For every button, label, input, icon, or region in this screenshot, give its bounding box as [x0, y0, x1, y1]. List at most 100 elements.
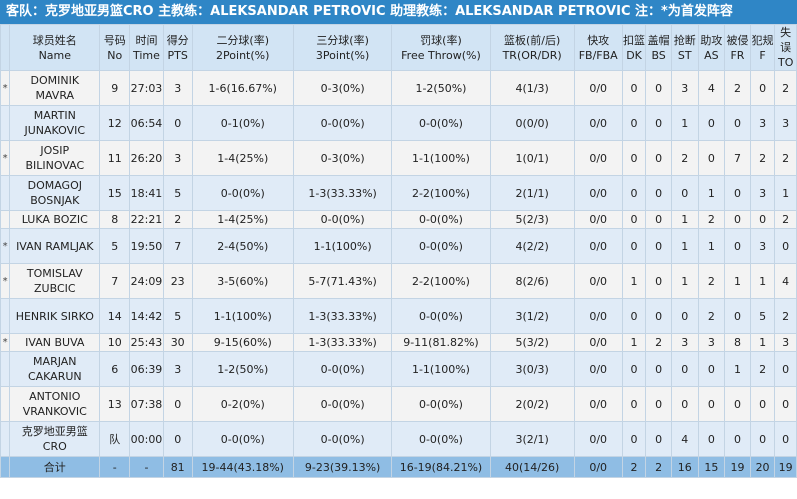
- points-cell: 3: [162, 70, 193, 106]
- total-three-point-cell: 9-23(39.13%): [292, 456, 393, 478]
- starter-mark-cell: *: [0, 333, 11, 352]
- starter-mark-cell: [0, 351, 11, 387]
- header-en-label: TR(OR/DR): [502, 48, 562, 62]
- minutes-cell: 07:38: [129, 386, 164, 422]
- blocks-cell: 0: [645, 140, 672, 176]
- header-cn-label: 篮板(前/后): [503, 33, 561, 47]
- rebounds-cell: 2(0/2): [489, 386, 575, 422]
- total-starter-mark-cell: [0, 456, 11, 478]
- fouls-cell: 0: [749, 70, 776, 106]
- minutes-cell: 18:41: [129, 175, 164, 211]
- player-row: LUKA BOZIC 8 22:21 2 1-4(25%) 0-0(0%) 0-0(0%) 5…: [0, 210, 797, 229]
- header-cn-label: 被侵: [726, 33, 749, 47]
- points-cell: 5: [162, 175, 193, 211]
- fast-break-cell: 0/0: [573, 175, 623, 211]
- rebounds-cell: 5(2/3): [489, 210, 575, 229]
- blocks-cell: 2: [645, 333, 672, 352]
- points-cell: 3: [162, 140, 193, 176]
- player-name-cell: 克罗地亚男篮 CRO: [9, 421, 101, 457]
- turnovers-cell: 0: [774, 386, 797, 422]
- two-point-cell: 3-5(60%): [191, 263, 294, 299]
- starter-mark-cell: [0, 298, 11, 334]
- header-fouls-received: 被侵 FR: [724, 24, 751, 71]
- fouls-cell: 2: [749, 140, 776, 176]
- three-point-cell: 0-0(0%): [292, 421, 393, 457]
- minutes-cell: 27:03: [129, 70, 164, 106]
- blocks-cell: 0: [645, 70, 672, 106]
- total-row: 合计 - -81 19-44(43.18%) 9-23(39.13%) 16-19(84.…: [0, 456, 797, 478]
- jersey-number-cell: 5: [99, 228, 131, 264]
- header-en-label: No: [107, 48, 123, 62]
- free-throw-cell: 1-1(100%): [391, 351, 491, 387]
- total-turnovers-cell: 19: [774, 456, 797, 478]
- starter-mark-cell: *: [0, 70, 11, 106]
- two-point-cell: 0-2(0%): [191, 386, 294, 422]
- fouls-received-cell: 0: [724, 175, 751, 211]
- steals-cell: 0: [670, 386, 699, 422]
- blocks-cell: 0: [645, 386, 672, 422]
- jersey-number-cell: 队: [99, 421, 131, 457]
- total-assists-cell: 15: [697, 456, 726, 478]
- fast-break-cell: 0/0: [573, 298, 623, 334]
- total-free-throw-cell: 16-19(84.21%): [391, 456, 491, 478]
- dunks-cell: 0: [621, 298, 647, 334]
- player-name-cell: DOMAGOJ BOSNJAK: [9, 175, 101, 211]
- turnovers-cell: 3: [774, 105, 797, 141]
- fast-break-cell: 0/0: [573, 105, 623, 141]
- jersey-number-cell: 14: [99, 298, 131, 334]
- dunks-cell: 0: [621, 105, 647, 141]
- minutes-cell: 14:42: [129, 298, 164, 334]
- total-rebounds-cell: 40(14/26): [489, 456, 575, 478]
- header-minutes: 时间 Time: [129, 24, 164, 71]
- fouls-received-cell: 2: [724, 70, 751, 106]
- player-name-cell: ANTONIO VRANKOVIC: [9, 386, 101, 422]
- total-fast-break-cell: 0/0: [573, 456, 623, 478]
- header-en-label: PTS: [167, 48, 188, 62]
- fouls-received-cell: 8: [724, 333, 751, 352]
- steals-cell: 1: [670, 228, 699, 264]
- minutes-cell: 22:21: [129, 210, 164, 229]
- steals-cell: 0: [670, 298, 699, 334]
- rebounds-cell: 3(1/2): [489, 298, 575, 334]
- fast-break-cell: 0/0: [573, 263, 623, 299]
- header-dunks: 扣篮 DK: [621, 24, 647, 71]
- points-cell: 30: [162, 333, 193, 352]
- steals-cell: 1: [670, 105, 699, 141]
- rebounds-cell: 2(1/1): [489, 175, 575, 211]
- assists-cell: 1: [697, 175, 726, 211]
- two-point-cell: 0-0(0%): [191, 421, 294, 457]
- player-row: * JOSIP BILINOVAC 11 26:20 3 1-4(25%) 0-3(0%) 1…: [0, 140, 797, 176]
- three-point-cell: 0-0(0%): [292, 386, 393, 422]
- header-en-label: BS: [651, 48, 666, 62]
- total-jersey-number-cell: -: [99, 456, 131, 478]
- total-fouls-cell: 20: [749, 456, 776, 478]
- header-cn-label: 扣篮: [623, 33, 646, 47]
- turnovers-cell: 2: [774, 70, 797, 106]
- fouls-received-cell: 7: [724, 140, 751, 176]
- dunks-cell: 0: [621, 228, 647, 264]
- free-throw-cell: 1-1(100%): [391, 140, 491, 176]
- header-cn-label: 球员姓名: [32, 33, 77, 47]
- header-jersey-number: 号码 No: [99, 24, 131, 71]
- player-row: ANTONIO VRANKOVIC 13 07:38 0 0-2(0%) 0-0(0%) 0…: [0, 386, 797, 422]
- player-name-cell: MARJAN CAKARUN: [9, 351, 101, 387]
- starter-mark-cell: [0, 210, 11, 229]
- blocks-cell: 0: [645, 210, 672, 229]
- dunks-cell: 0: [621, 140, 647, 176]
- assists-cell: 3: [697, 333, 726, 352]
- jersey-number-cell: 13: [99, 386, 131, 422]
- two-point-cell: 1-4(25%): [191, 210, 294, 229]
- steals-cell: 2: [670, 140, 699, 176]
- total-points-cell: 81: [162, 456, 193, 478]
- header-en-label: ST: [677, 48, 692, 62]
- free-throw-cell: 0-0(0%): [391, 105, 491, 141]
- jersey-number-cell: 15: [99, 175, 131, 211]
- header-cn-label: 失误: [780, 26, 792, 54]
- header-en-label: FB/FBA: [578, 48, 618, 62]
- jersey-number-cell: 8: [99, 210, 131, 229]
- player-name-cell: LUKA BOZIC: [9, 210, 101, 229]
- player-row: HENRIK SIRKO 14 14:42 5 1-1(100%) 1-3(33.33%)…: [0, 298, 797, 334]
- fast-break-cell: 0/0: [573, 140, 623, 176]
- header-starter-mark: [0, 24, 11, 71]
- free-throw-cell: 0-0(0%): [391, 228, 491, 264]
